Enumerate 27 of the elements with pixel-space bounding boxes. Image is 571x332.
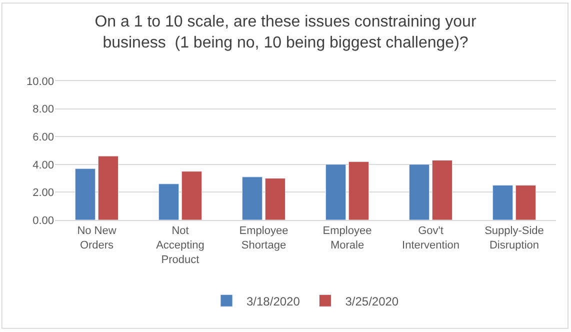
x-tick-label: Employee Shortage xyxy=(239,225,288,252)
x-tick-label: Employee Morale xyxy=(322,225,372,252)
x-tick-label: Gov't Intervention xyxy=(402,225,460,252)
bar xyxy=(492,185,514,220)
bar xyxy=(158,184,180,220)
chart-title: On a 1 to 10 scale, are these issues constraining your business (1 being no, 10 being biggest challenge)? xyxy=(94,14,477,52)
x-tick-label: Supply-Side Disruption xyxy=(484,225,544,252)
bar xyxy=(242,176,263,220)
y-tick-label: 8.00 xyxy=(32,104,54,116)
y-tick-label: 10.00 xyxy=(26,76,54,88)
y-tick-label: 6.00 xyxy=(32,131,54,144)
bar xyxy=(348,161,370,220)
bar xyxy=(98,156,119,220)
legend-label: 3/25/2020 xyxy=(345,294,399,308)
bar xyxy=(325,164,346,220)
y-tick-label: 0.00 xyxy=(32,214,54,227)
bar xyxy=(515,185,536,220)
x-tick-label: No New Orders xyxy=(77,225,116,252)
bar xyxy=(264,178,286,220)
bar xyxy=(181,171,202,220)
y-tick-label: 2.00 xyxy=(32,187,54,200)
bar xyxy=(408,164,430,220)
x-tick-label: Not Accepting Product xyxy=(156,225,204,266)
legend-label: 3/18/2020 xyxy=(246,294,300,308)
bar xyxy=(74,168,96,220)
y-tick-label: 4.00 xyxy=(32,159,54,172)
bar xyxy=(432,160,453,220)
